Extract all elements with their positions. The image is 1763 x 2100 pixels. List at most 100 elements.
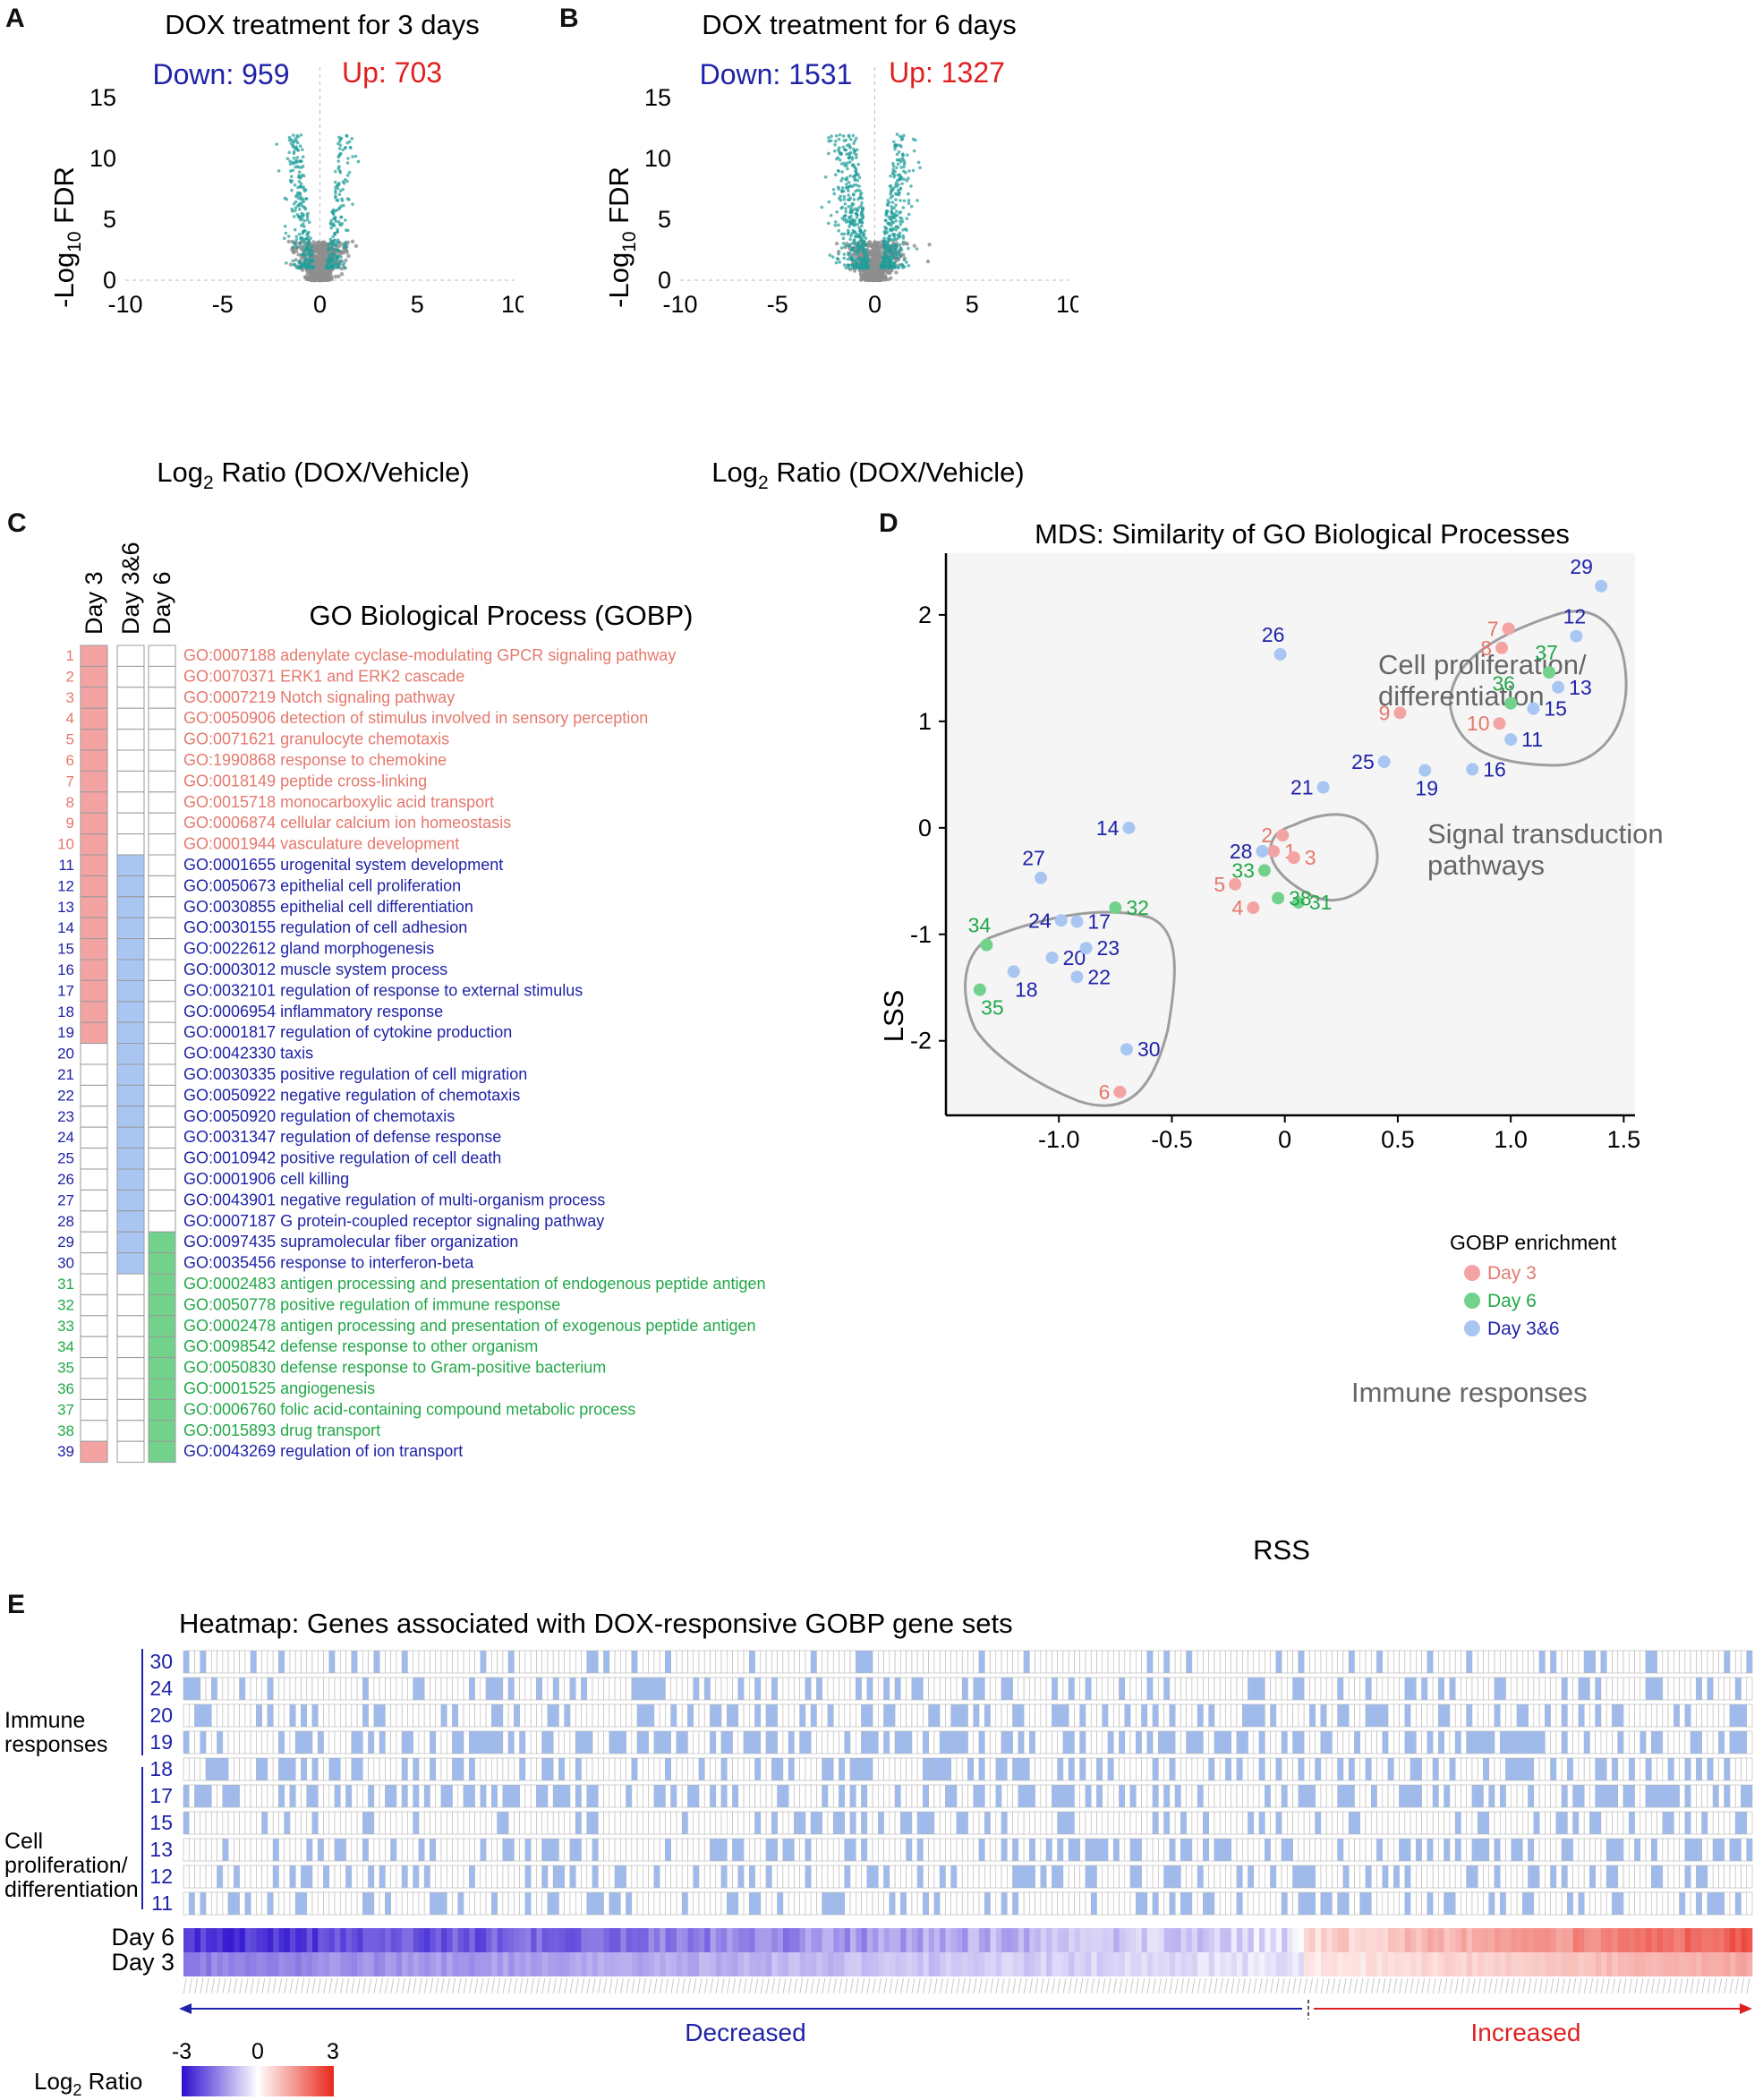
gene-point-up [899,199,902,202]
mds-point-label: 31 [1309,891,1333,914]
heatmap-cell [726,1677,733,1701]
heatmap-cell [267,1650,274,1674]
heatmap-cell [547,1784,554,1808]
heatmap-cell [457,1650,464,1674]
heatmap-cell [463,1838,470,1862]
heatmap-cell [1701,1730,1708,1754]
heatmap-cell [1690,1757,1697,1781]
heatmap-cell [524,1703,532,1728]
heatmap-cell [211,1730,217,1754]
gene-point-up [890,237,894,242]
gene-point-down [293,227,297,232]
heatmap-cell [1684,1811,1691,1835]
heatmap-cell [227,1757,234,1781]
heatmap-cell [626,1650,633,1674]
gene-point-down [306,235,311,238]
heatmap-cell [631,1838,638,1862]
heatmap-cell [1595,1730,1602,1754]
heatmap-cell [710,1650,717,1674]
heatmap-cell [1690,1703,1697,1728]
heatmap-cell [1505,1757,1512,1781]
heatmap-cell [687,1703,694,1728]
heatmap-cell [1640,1703,1647,1728]
heatmap-cell [194,1677,201,1701]
heatmap-cell [244,1757,251,1781]
heatmap-cell [323,1730,330,1754]
heatmap-cell [1112,1650,1120,1674]
heatmap-cell [743,1703,750,1728]
heatmap-cell [294,1677,302,1701]
heatmap-cell [446,1811,453,1835]
heatmap-cell [564,1784,571,1808]
heatmap-cell [362,1677,369,1701]
heatmap-cell [1354,1784,1361,1808]
heatmap-cell [564,1811,571,1835]
heatmap-cell [648,1838,655,1862]
heatmap-cell [1174,1677,1181,1701]
heatmap-cell [1096,1784,1103,1808]
heatmap-cell [765,1650,772,1674]
heatmap-cell [1348,1757,1355,1781]
heatmap-cell [1516,1784,1523,1808]
gene-point-down [832,192,837,196]
heatmap-cell [1724,1757,1731,1781]
heatmap-cell [777,1650,784,1674]
gobp-term: GO:0098542 defense response to other org… [183,1337,538,1355]
gobp-row-number: 17 [57,982,74,999]
heatmap-cell [1225,1784,1232,1808]
gene-point-up [905,178,909,183]
heatmap-cell [1393,1677,1400,1701]
heatmap-cell [1141,1650,1148,1674]
heatmap-cell [1578,1784,1585,1808]
heatmap-cell [457,1757,464,1781]
gobp-cell-day3 [80,1273,108,1295]
gene-point-down [837,148,840,152]
heatmap-cell [844,1650,851,1674]
heatmap-cell [1545,1784,1551,1808]
gene-point-down [301,155,305,159]
heatmap-cell [676,1784,683,1808]
gene-point-down [854,189,857,193]
gobp-term: GO:0030855 epithelial cell differentiati… [183,898,473,916]
volcano-y-tick: 10 [89,145,116,172]
heatmap-cell [1466,1650,1473,1674]
heatmap-cell [861,1650,868,1674]
heatmap-cell [1018,1677,1025,1701]
heatmap-cell [1617,1730,1624,1754]
heatmap-cell [1511,1650,1518,1674]
gene-point-up [891,260,896,265]
heatmap-cell [541,1784,549,1808]
heatmap-cell [1533,1757,1540,1781]
heatmap-cell [1511,1757,1518,1781]
heatmap-cell [1191,1784,1198,1808]
gene-point-up [348,145,353,149]
heatmap-cell [726,1730,733,1754]
heatmap-cell [552,1703,559,1728]
heatmap-cell [440,1677,447,1701]
heatmap-cell [973,1811,980,1835]
heatmap-cell [822,1757,829,1781]
gene-point-down [311,258,315,261]
heatmap-cell [1052,1811,1058,1835]
heatmap-cell [1029,1757,1035,1781]
heatmap-cell [939,1677,946,1701]
gene-point-up [328,221,333,226]
heatmap-cell [1679,1703,1686,1728]
heatmap-cell [1129,1650,1137,1674]
heatmap-cell [760,1784,767,1808]
heatmap-cell [244,1650,251,1674]
gene-point-down [299,159,302,163]
legend-day6-label: Day 6 [1487,1291,1537,1311]
gobp-cell-day36 [116,1148,145,1170]
heatmap-cell [978,1784,985,1808]
gene-point-down [290,179,294,184]
gene-point-up [350,137,354,141]
heatmap-cell [1404,1784,1411,1808]
heatmap-cell [1567,1703,1573,1728]
heatmap-cell [474,1650,481,1674]
heatmap-cell [1461,1784,1468,1808]
heatmap-cell [883,1677,890,1701]
gene-point-down [849,248,854,252]
heatmap-cell [261,1757,268,1781]
heatmap-cell [1090,1811,1097,1835]
